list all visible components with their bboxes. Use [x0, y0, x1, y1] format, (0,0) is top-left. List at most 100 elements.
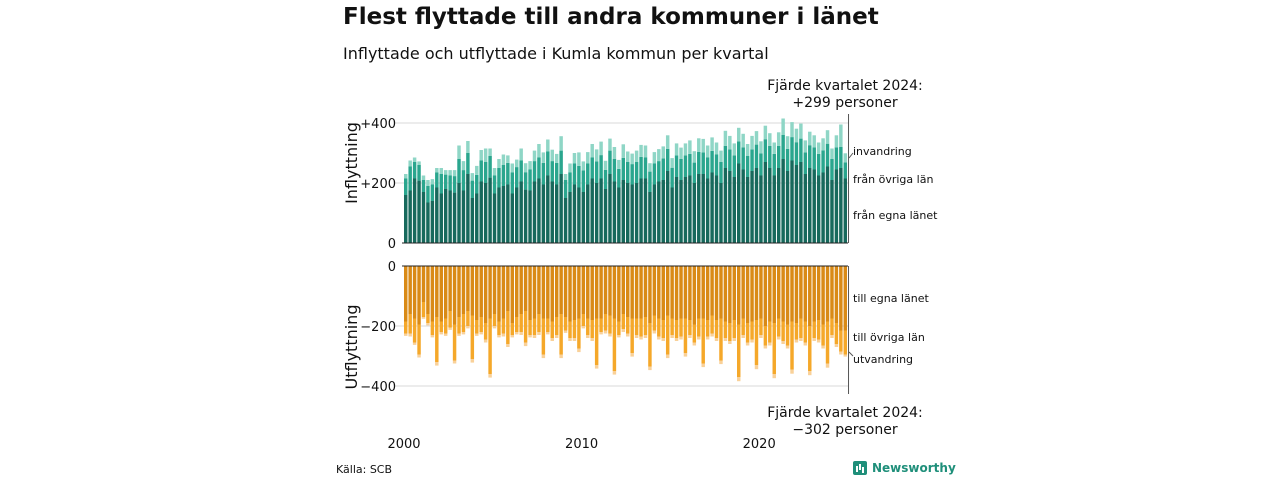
- bar-out-2-53: [639, 336, 643, 340]
- bar-out-0-46: [608, 266, 612, 316]
- bar-out-2-60: [670, 335, 674, 338]
- bar-out-2-28: [528, 335, 532, 338]
- bar-in-1-62: [679, 159, 683, 180]
- bar-in-1-24: [510, 172, 515, 194]
- bar-in-2-6: [430, 179, 435, 185]
- bar-out-2-65: [692, 342, 697, 346]
- bar-in-1-90: [803, 152, 808, 174]
- bar-out-1-22: [501, 318, 506, 334]
- bar-in-1-78: [750, 149, 754, 171]
- bar-out-1-5: [426, 314, 430, 323]
- bar-in-1-2: [412, 162, 417, 179]
- bar-in-0-54: [643, 178, 648, 243]
- bar-out-2-87: [790, 369, 794, 374]
- bar-in-2-53: [639, 144, 643, 157]
- bar-out-0-92: [812, 266, 816, 322]
- bar-in-0-70: [714, 175, 719, 243]
- bar-in-2-74: [732, 143, 737, 156]
- bar-out-0-10: [448, 266, 452, 311]
- bar-in-1-71: [719, 162, 723, 183]
- bar-in-1-64: [688, 153, 692, 176]
- bar-out-0-40: [581, 266, 586, 314]
- bar-out-2-25: [515, 332, 519, 335]
- bar-out-0-51: [630, 266, 634, 319]
- bar-in-0-67: [701, 174, 705, 243]
- bar-in-0-19: [488, 177, 492, 243]
- bar-in-2-63: [683, 143, 688, 156]
- bar-out-0-19: [488, 266, 492, 319]
- bar-in-0-14: [466, 174, 470, 243]
- bar-in-1-9: [443, 174, 448, 189]
- bar-in-0-5: [426, 202, 430, 243]
- bar-in-1-94: [821, 150, 825, 173]
- bar-out-0-60: [670, 266, 674, 319]
- bar-out-1-83: [772, 323, 776, 374]
- bar-out-0-72: [723, 266, 728, 322]
- bar-out-1-84: [776, 318, 781, 337]
- bar-in-0-88: [794, 165, 799, 243]
- bar-in-2-33: [550, 149, 554, 162]
- bar-out-0-66: [697, 266, 701, 319]
- bar-in-0-43: [594, 183, 599, 243]
- bar-in-1-15: [470, 180, 475, 198]
- bar-in-0-35: [559, 174, 563, 243]
- bar-in-1-19: [488, 156, 492, 178]
- y-tick-out-2: −400: [360, 380, 396, 395]
- bar-in-0-36: [563, 198, 568, 243]
- bar-in-1-21: [497, 168, 501, 188]
- bar-in-2-27: [523, 163, 528, 173]
- y-tick-out-0: 0: [388, 260, 396, 275]
- bar-in-2-70: [714, 142, 719, 155]
- bar-in-1-51: [630, 164, 634, 185]
- bar-out-0-35: [559, 266, 563, 314]
- bar-out-2-94: [821, 345, 825, 349]
- bar-out-2-41: [586, 335, 590, 338]
- bar-in-2-54: [643, 145, 648, 158]
- bar-out-2-50: [626, 333, 630, 337]
- bar-in-1-39: [577, 165, 581, 188]
- bar-out-0-11: [452, 266, 457, 325]
- bar-out-1-45: [603, 314, 608, 331]
- bar-in-0-68: [705, 178, 710, 243]
- bar-out-1-28: [528, 320, 532, 335]
- bar-in-2-87: [790, 122, 794, 138]
- bar-in-1-40: [581, 170, 586, 192]
- bar-in-0-56: [652, 184, 657, 243]
- bar-in-2-77: [745, 144, 750, 156]
- brand-name: Newsworthy: [872, 461, 956, 475]
- bar-in-1-23: [506, 162, 510, 185]
- chart-subtitle: Inflyttade och utflyttade i Kumla kommun…: [343, 44, 769, 63]
- bar-out-0-89: [799, 266, 803, 319]
- bar-out-1-25: [515, 317, 519, 332]
- bar-out-1-8: [439, 321, 443, 332]
- bar-in-0-72: [723, 168, 728, 243]
- bar-in-1-20: [492, 175, 497, 194]
- bar-in-2-94: [821, 138, 825, 151]
- bar-out-1-74: [732, 320, 737, 338]
- bar-in-0-0: [404, 195, 408, 243]
- bar-in-1-49: [621, 157, 626, 180]
- bar-in-0-74: [732, 177, 737, 243]
- bar-out-2-35: [559, 354, 563, 359]
- bar-out-0-44: [599, 266, 603, 319]
- bar-in-1-27: [523, 172, 528, 190]
- bar-out-1-42: [590, 320, 594, 338]
- bar-in-2-88: [794, 128, 799, 143]
- bar-out-2-26: [519, 332, 523, 335]
- bar-in-0-57: [657, 181, 661, 243]
- bar-in-2-31: [541, 152, 546, 163]
- bar-in-0-27: [523, 189, 528, 243]
- bar-out-2-62: [679, 336, 683, 340]
- bar-out-1-71: [719, 318, 723, 361]
- bar-in-0-32: [546, 175, 550, 243]
- bar-out-0-21: [497, 266, 501, 322]
- bar-in-2-42: [590, 144, 594, 158]
- bar-in-2-19: [488, 148, 492, 156]
- bar-out-0-37: [568, 266, 572, 322]
- bar-in-0-37: [568, 192, 572, 243]
- bar-out-0-31: [541, 266, 546, 319]
- bar-in-0-38: [572, 184, 577, 243]
- bar-in-2-75: [737, 127, 741, 142]
- bar-out-0-28: [528, 266, 532, 320]
- bar-out-1-49: [621, 314, 626, 329]
